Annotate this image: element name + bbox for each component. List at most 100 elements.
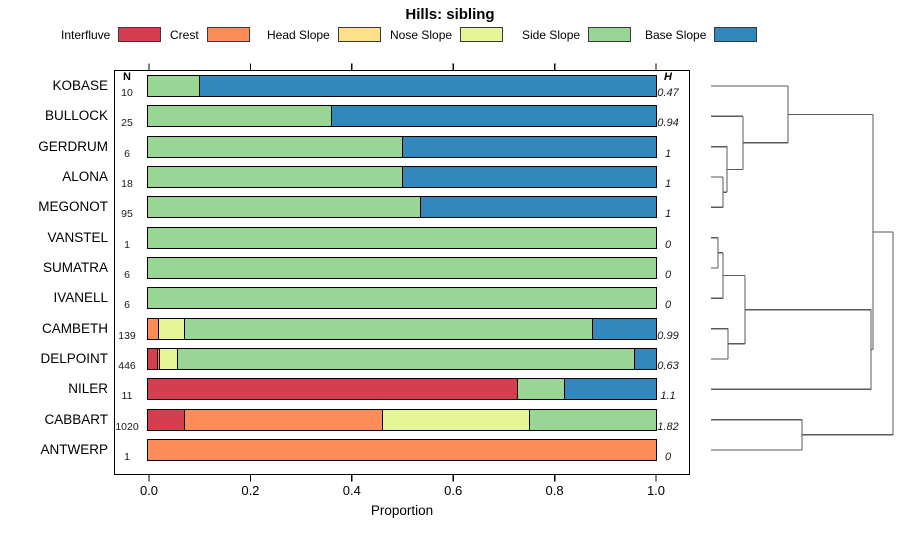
n-value: 11 — [121, 390, 133, 403]
legend-label: Base Slope — [645, 27, 707, 42]
bar-segment-side-slope — [148, 257, 656, 278]
legend-item-base-slope: Base Slope — [645, 26, 758, 43]
bar-segment-side-slope — [148, 106, 331, 127]
h-value: 1.82 — [657, 420, 679, 433]
legend-label: Interfluve — [61, 27, 111, 42]
bar-segment-side-slope — [148, 136, 402, 157]
bar-segment-base-slope — [402, 136, 656, 157]
x-axis-title: Proportion — [370, 503, 434, 518]
bar-segment-side-slope — [148, 76, 199, 96]
stacked-bar-cambeth — [147, 317, 657, 340]
h-value: 1 — [664, 208, 672, 221]
row-label-cabbart: CABBART — [44, 411, 108, 427]
bar-segment-crest — [157, 348, 160, 369]
h-value: 1.1 — [660, 390, 676, 403]
legend-swatch — [206, 27, 250, 42]
legend-item-crest: Crest — [170, 26, 250, 43]
legend-label: Nose Slope — [390, 27, 453, 42]
bar-segment-interfluve — [148, 379, 518, 400]
n-value: 1 — [124, 238, 130, 251]
h-value: 0.47 — [657, 87, 679, 99]
bar-segment-base-slope — [563, 379, 656, 400]
n-value: 18 — [121, 177, 133, 190]
bar-segment-side-slope — [148, 197, 420, 218]
x-tick-label: 0.2 — [241, 483, 260, 498]
stacked-bar-cabbart — [147, 408, 657, 431]
legend-swatch — [337, 27, 381, 42]
h-value: 0.99 — [657, 329, 679, 342]
bar-segment-side-slope — [528, 409, 656, 430]
stacked-bar-bullock — [147, 105, 657, 128]
n-value: 446 — [118, 359, 136, 372]
n-value: 6 — [124, 268, 130, 281]
h-value: 1 — [664, 147, 672, 160]
bar-segment-nose-slope — [159, 348, 177, 369]
x-tick-label: 0.0 — [139, 483, 159, 498]
row-label-bullock: BULLOCK — [44, 108, 108, 124]
h-value: 1 — [664, 177, 672, 190]
n-value: 1020 — [115, 420, 139, 433]
stacked-bar-vanstel — [147, 226, 657, 249]
n-value: 10 — [121, 87, 133, 99]
x-tick-label: 0.6 — [444, 483, 463, 498]
stacked-bar-megonot — [147, 196, 657, 219]
n-column-header: N — [123, 71, 131, 83]
row-label-cambeth: CAMBETH — [41, 320, 108, 336]
legend-label: Side Slope — [522, 27, 581, 42]
stacked-bar-kobase — [147, 75, 657, 97]
row-label-megonot: MEGONOT — [38, 199, 108, 215]
chart-title: Hills: sibling — [405, 6, 495, 23]
x-tick-label: 0.4 — [342, 483, 361, 498]
bar-segment-base-slope — [592, 318, 656, 339]
legend-label: Head Slope — [267, 27, 330, 42]
stacked-bar-gerdrum — [147, 135, 657, 158]
stacked-bar-delpoint — [147, 347, 657, 370]
legend-swatch — [118, 27, 162, 42]
row-label-niler: NILER — [68, 381, 108, 397]
row-label-vanstel: VANSTEL — [47, 229, 108, 245]
stacked-bar-alona — [147, 165, 657, 188]
legend-swatch — [588, 27, 632, 42]
h-value: 0.63 — [657, 359, 679, 372]
stacked-bar-niler — [147, 378, 657, 401]
bar-segment-crest — [148, 439, 656, 460]
stacked-bar-sumatra — [147, 256, 657, 279]
row-label-delpoint: DELPOINT — [40, 350, 108, 366]
stacked-bar-antwerp — [147, 438, 657, 461]
x-tick-label: 1.0 — [646, 483, 666, 498]
bar-segment-base-slope — [419, 197, 656, 218]
plot-area-border — [114, 70, 690, 475]
bar-segment-side-slope — [176, 348, 635, 369]
n-value: 6 — [124, 299, 130, 312]
legend-item-side-slope: Side Slope — [522, 26, 632, 43]
legend-item-interfluve: Interfluve — [61, 26, 162, 43]
stacked-bar-ivanell — [147, 287, 657, 310]
h-column-header: H — [664, 71, 672, 83]
bar-segment-nose-slope — [381, 409, 529, 430]
bar-segment-base-slope — [330, 106, 656, 127]
h-value: 0.94 — [657, 117, 679, 130]
h-value: 0 — [664, 238, 672, 251]
n-value: 95 — [121, 208, 133, 221]
h-value: 0 — [664, 299, 672, 312]
h-value: 0 — [664, 450, 672, 463]
row-label-kobase: KOBASE — [52, 78, 108, 93]
bar-segment-crest — [183, 409, 382, 430]
bar-segment-base-slope — [198, 76, 656, 96]
row-label-antwerp: ANTWERP — [40, 441, 109, 457]
bar-segment-side-slope — [148, 288, 656, 309]
row-label-sumatra: SUMATRA — [42, 259, 108, 275]
legend-item-head-slope: Head Slope — [267, 26, 381, 43]
bar-segment-base-slope — [634, 348, 656, 369]
row-label-ivanell: IVANELL — [53, 290, 108, 306]
bar-segment-side-slope — [148, 166, 402, 187]
row-label-gerdrum: GERDRUM — [38, 138, 108, 154]
row-label-alona: ALONA — [62, 168, 108, 184]
bar-segment-crest — [148, 318, 159, 339]
bar-segment-nose-slope — [158, 318, 185, 339]
legend-swatch — [714, 27, 758, 42]
bar-segment-side-slope — [184, 318, 593, 339]
n-value: 6 — [124, 147, 130, 160]
